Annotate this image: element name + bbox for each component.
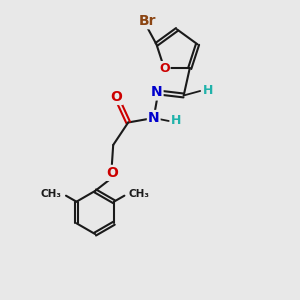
Text: Br: Br [139,14,156,28]
Text: CH₃: CH₃ [40,189,61,199]
Text: N: N [148,111,160,125]
Text: CH₃: CH₃ [129,189,150,199]
Text: H: H [171,115,181,128]
Text: N: N [151,85,163,100]
Text: O: O [106,166,118,180]
Text: O: O [159,62,169,75]
Text: H: H [202,85,213,98]
Text: O: O [110,90,122,104]
